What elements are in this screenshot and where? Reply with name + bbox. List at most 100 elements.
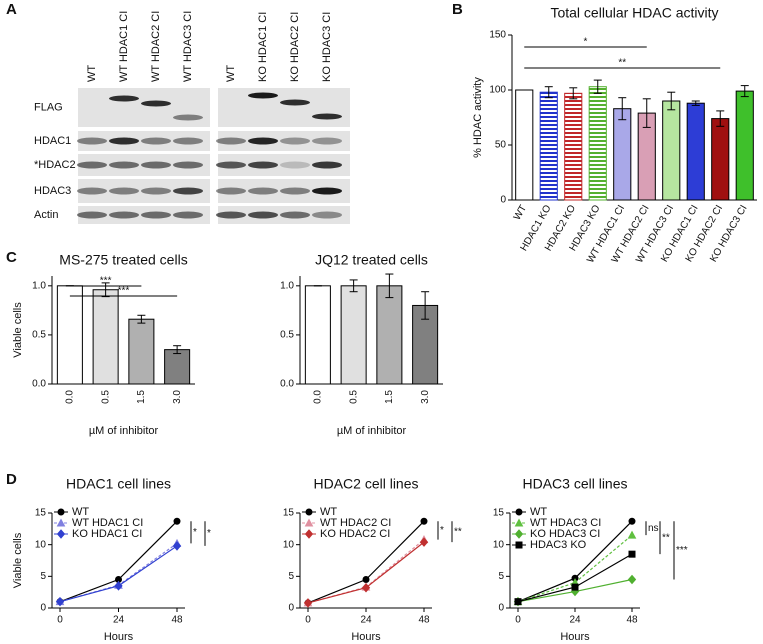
bar (564, 92, 583, 201)
marker (515, 541, 523, 549)
blot-band (109, 211, 139, 219)
legend-label: WT (320, 506, 337, 518)
blot-band (216, 161, 246, 169)
y-tick-label: 50 (495, 140, 507, 151)
blot-band (216, 187, 246, 195)
legend-label: WT HDAC3 CI (530, 517, 601, 529)
lane-label: WT HDAC1 CI (118, 11, 130, 82)
error-bar (667, 91, 676, 111)
y-tick-label: 10 (283, 539, 295, 550)
bar (340, 285, 367, 385)
blot-band (216, 137, 246, 145)
blot-strip (78, 88, 210, 127)
blot-band (109, 187, 139, 195)
series-line (307, 541, 425, 604)
legend-label: WT HDAC2 CI (320, 517, 391, 529)
x-tick-label: 0 (515, 615, 521, 626)
blot-band (248, 211, 278, 219)
significance-label: * (584, 37, 588, 48)
x-tick-label: 24 (113, 615, 125, 626)
x-axis-label: µM of inhibitor (89, 425, 159, 437)
blot-band (141, 100, 171, 107)
marker (628, 517, 636, 525)
significance-label: ** (662, 532, 670, 543)
error-bar (740, 85, 749, 98)
bar (539, 91, 558, 201)
significance-label: * (440, 525, 444, 536)
blot-band (312, 137, 342, 145)
y-tick-label: 0.0 (280, 379, 294, 390)
error-bar (101, 282, 110, 298)
blot-band (280, 187, 310, 195)
error-bar (173, 345, 182, 355)
error-bar (593, 79, 602, 94)
marker (627, 530, 637, 539)
y-tick-label: 0 (500, 195, 506, 206)
x-axis-label: Hours (104, 631, 134, 643)
marker (515, 508, 523, 516)
x-tick-label: 24 (360, 615, 372, 626)
blot-band (248, 137, 278, 145)
x-tick-label: 0.5 (100, 390, 111, 404)
x-tick-label: 48 (418, 615, 430, 626)
blot-band (77, 137, 107, 145)
panel-label: D (6, 471, 17, 488)
blot-band (216, 211, 246, 219)
marker (304, 518, 314, 527)
x-tick-label: 3.0 (172, 390, 183, 404)
blot-strip (218, 88, 350, 127)
blot-band (280, 137, 310, 145)
blot-band (280, 211, 310, 219)
x-tick-label: 1.5 (136, 390, 147, 404)
chart-title: JQ12 treated cells (315, 252, 428, 268)
x-tick-label: 0 (305, 615, 311, 626)
x-axis-label: Hours (560, 631, 590, 643)
legend-label: WT (72, 506, 89, 518)
significance-label: ** (454, 526, 462, 537)
blot-strip (218, 154, 350, 176)
blot-band (248, 161, 278, 169)
x-tick-label: 48 (171, 615, 183, 626)
blot-band (109, 137, 139, 145)
blot-band (312, 187, 342, 195)
y-tick-label: 0.0 (32, 379, 46, 390)
chart-title: HDAC3 cell lines (522, 476, 627, 492)
x-tick-label: WT (512, 203, 529, 222)
series-line (59, 545, 178, 603)
bar (588, 86, 607, 201)
blot-band (280, 99, 310, 106)
y-axis-label: % HDAC activity (472, 77, 484, 158)
error-bar (618, 97, 627, 121)
blot-band (141, 211, 171, 219)
lane-label: WT (86, 65, 98, 82)
x-tick-label: 1.5 (384, 390, 395, 404)
legend-label: WT (530, 506, 547, 518)
x-axis-label: µM of inhibitor (337, 425, 407, 437)
error-bar (544, 86, 553, 99)
blot-band (77, 211, 107, 219)
y-tick-label: 100 (489, 85, 506, 96)
y-tick-label: 0.5 (32, 330, 46, 341)
lane-label: KO HDAC2 CI (289, 12, 301, 82)
marker (571, 583, 579, 591)
x-tick-label: 0 (57, 615, 63, 626)
legend-label: KO HDAC2 CI (320, 528, 390, 540)
marker (172, 541, 182, 551)
bar (56, 285, 83, 385)
marker (303, 598, 313, 608)
significance-label: ns (648, 523, 659, 534)
error-bar (137, 314, 146, 324)
blot-band (77, 187, 107, 195)
lane-label: WT HDAC3 CI (182, 11, 194, 82)
marker (419, 537, 429, 547)
error-bar (385, 273, 394, 299)
blot-strip (218, 131, 350, 151)
x-axis-label: Hours (351, 631, 381, 643)
bar (164, 349, 191, 385)
blot-band (109, 161, 139, 169)
blot-band (173, 114, 203, 121)
significance-label: *** (676, 545, 688, 556)
legend-label: HDAC3 KO (530, 539, 587, 551)
significance-label: * (207, 528, 211, 539)
blot-band (173, 137, 203, 145)
